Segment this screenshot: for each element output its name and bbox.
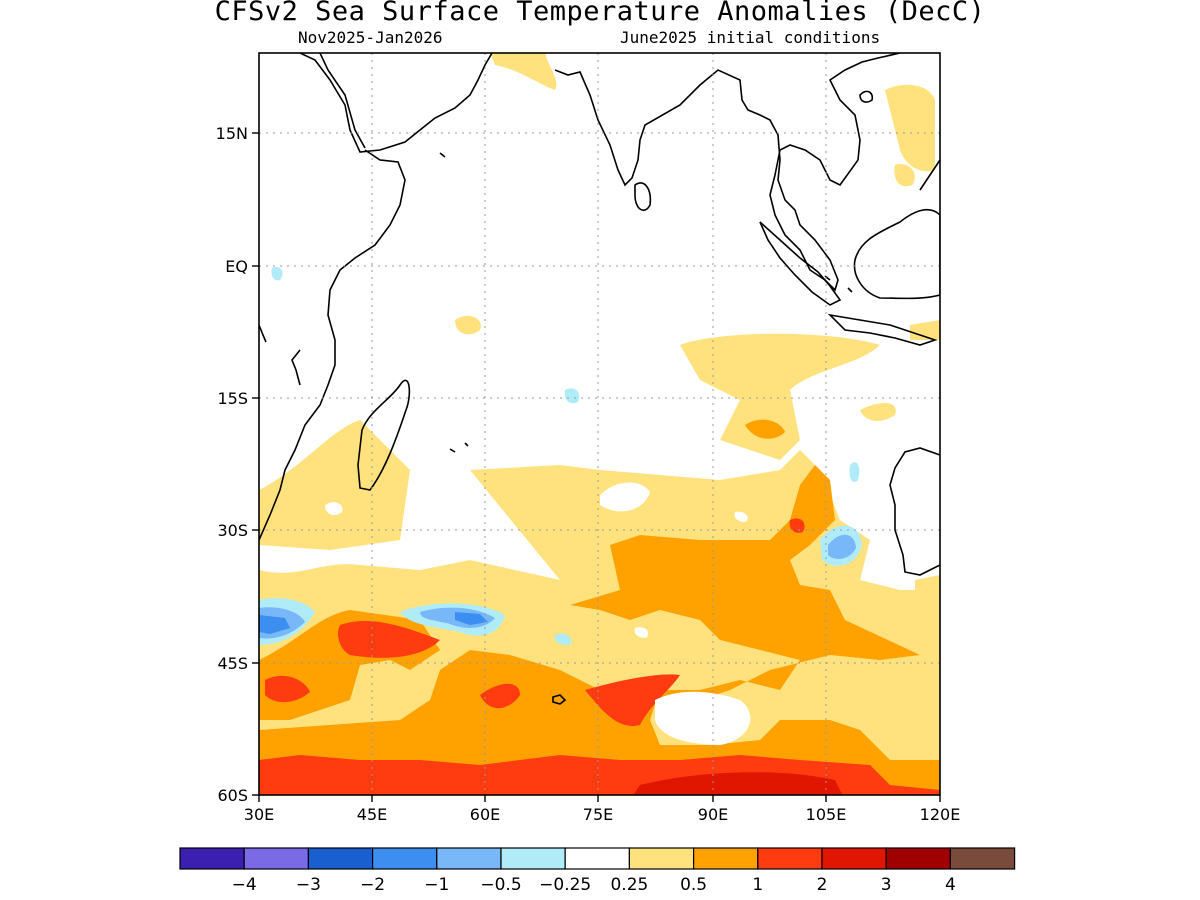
colorbar-label: 0.25 — [610, 875, 648, 895]
colorbar-box — [885, 847, 952, 870]
lon-label: 105E — [806, 805, 847, 824]
forecast-period: Nov2025-Jan2026 — [298, 28, 443, 47]
lat-label: EQ — [225, 257, 248, 276]
lat-label: 15N — [216, 124, 248, 143]
colorbar-box — [307, 847, 374, 870]
colorbar-label: −2 — [360, 875, 385, 895]
colorbar-labels: −4 −3 −2 −1 −0.5 −0.25 0.25 0.5 1 2 3 4 — [232, 875, 956, 895]
colorbar-label: −0.5 — [480, 875, 521, 895]
colorbar-label: −1 — [424, 875, 449, 895]
colorbar-label: 2 — [817, 875, 828, 895]
lat-label: 15S — [217, 389, 248, 408]
initial-conditions: June2025 initial conditions — [620, 28, 881, 47]
colorbar-box — [564, 847, 631, 870]
colorbar-label: 4 — [945, 875, 956, 895]
colorbar-box — [372, 847, 438, 870]
lon-label: 60E — [470, 805, 500, 824]
lat-label: 30S — [217, 521, 248, 540]
colorbar-box — [757, 847, 823, 870]
sst-anomaly-field — [259, 53, 940, 795]
colorbar — [179, 847, 1016, 870]
lon-label: 90E — [698, 805, 728, 824]
colorbar-label: 0.5 — [680, 875, 707, 895]
anomaly-2-regions — [259, 518, 940, 795]
colorbar-label: 1 — [752, 875, 763, 895]
colorbar-label: 3 — [881, 875, 892, 895]
colorbar-label: −3 — [296, 875, 321, 895]
lat-label: 45S — [217, 654, 248, 673]
colorbar-box — [179, 847, 245, 870]
lon-label: 75E — [583, 805, 613, 824]
colorbar-box — [243, 847, 309, 870]
anomaly-3-regions — [633, 772, 843, 795]
anomaly-0-5-regions — [259, 53, 940, 780]
colorbar-box — [628, 847, 695, 870]
tick-marks — [252, 132, 941, 802]
lon-label: 45E — [357, 805, 387, 824]
negative-anomaly-regions — [259, 266, 862, 645]
lat-label: 60S — [217, 786, 248, 805]
near-zero-regions — [325, 482, 751, 745]
lon-label: 120E — [920, 805, 961, 824]
colorbar-label: −4 — [232, 875, 257, 895]
colorbar-label: −0.25 — [539, 875, 591, 895]
lon-label: 30E — [244, 805, 274, 824]
colorbar-box — [436, 847, 502, 870]
colorbar-box — [692, 847, 759, 870]
grid-lines — [259, 53, 940, 795]
map-frame — [258, 52, 941, 796]
chart-title: CFSv2 Sea Surface Temperature Anomalies … — [214, 0, 986, 27]
colorbar-box — [949, 847, 1016, 870]
coastlines — [259, 53, 940, 705]
colorbar-box — [500, 847, 566, 870]
colorbar-box — [821, 847, 887, 870]
